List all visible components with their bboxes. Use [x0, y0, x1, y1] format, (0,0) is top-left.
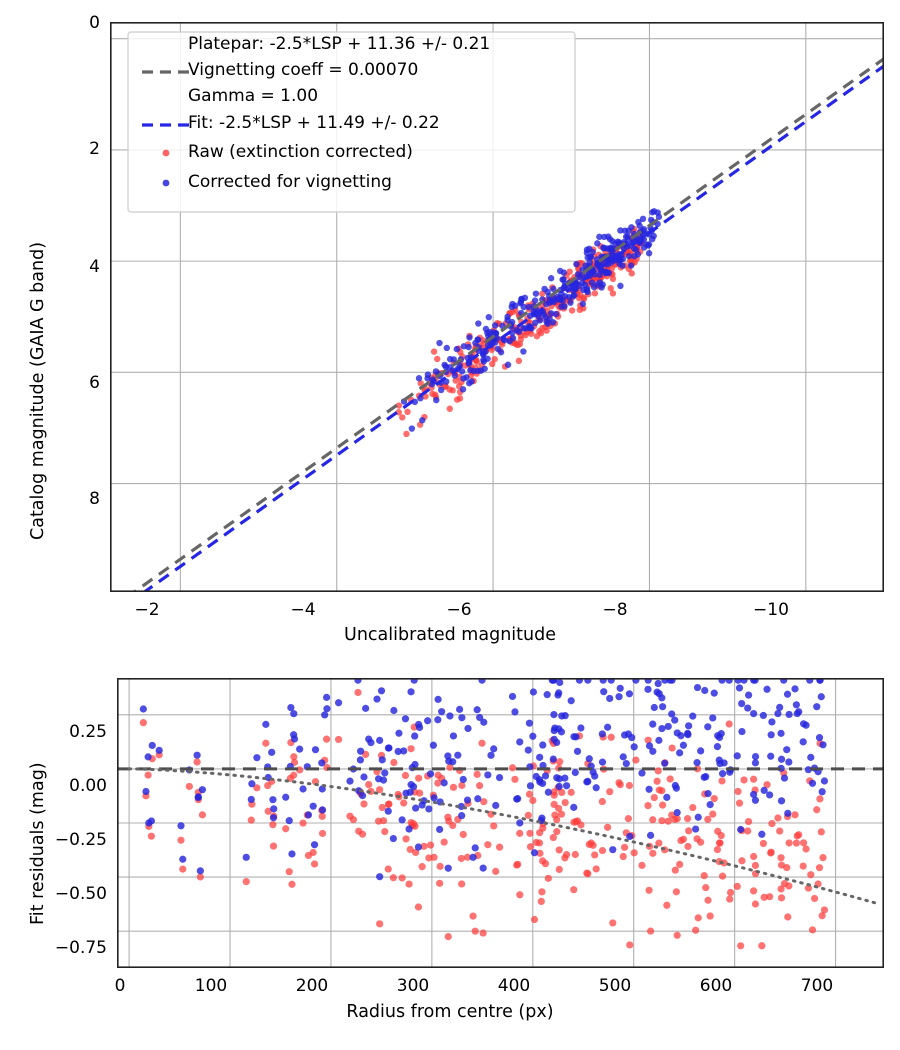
top-xaxis-label: Uncalibrated magnitude: [344, 625, 556, 645]
bot-ytick-025: 0.25: [69, 722, 107, 742]
bottom-plot-canvas: [117, 678, 884, 968]
legend-fit-label: Fit: -2.5*LSP + 11.49 +/- 0.22: [188, 113, 440, 133]
bot-ytick-m075: −0.75: [54, 938, 107, 958]
bot-xtick-200: 200: [295, 976, 329, 996]
top-ytick-6: 6: [89, 373, 100, 393]
bottom-xaxis-label: Radius from centre (px): [346, 1002, 554, 1022]
bot-ytick-m050: −0.50: [54, 884, 107, 904]
bot-ytick-000: 0.00: [69, 776, 107, 796]
fit-residuals-plot: [117, 678, 884, 968]
top-xtick-m10: −10: [753, 600, 789, 620]
legend-raw-label: Raw (extinction corrected): [188, 142, 413, 162]
bot-xtick-700: 700: [800, 976, 834, 996]
bot-xtick-500: 500: [598, 976, 632, 996]
top-yaxis-label: Catalog magnitude (GAIA G band): [28, 241, 48, 540]
legend-corrected-label: Corrected for vignetting: [188, 172, 392, 192]
top-ytick-4: 4: [89, 257, 100, 277]
top-ytick-0: 0: [89, 13, 100, 33]
bot-xtick-400: 400: [497, 976, 531, 996]
bottom-yaxis-label: Fit residuals (mag): [28, 762, 48, 925]
bot-xtick-0: 0: [114, 976, 126, 996]
top-xtick-m6: −6: [446, 600, 472, 620]
bot-xtick-100: 100: [194, 976, 228, 996]
legend-vignetting-label: Vignetting coeff = 0.00070: [188, 60, 419, 80]
bot-ytick-m025: −0.25: [54, 830, 107, 850]
legend-gamma-label: Gamma = 1.00: [188, 86, 319, 106]
top-xtick-m4: −4: [290, 600, 316, 620]
magnitude-calibration-plot: [110, 22, 884, 592]
top-xtick-m2: −2: [134, 600, 160, 620]
legend-platepar-label: Platepar: -2.5*LSP + 11.36 +/- 0.21: [188, 34, 491, 54]
bot-xtick-300: 300: [396, 976, 430, 996]
bot-xtick-600: 600: [699, 976, 733, 996]
top-xtick-m8: −8: [602, 600, 628, 620]
top-plot-canvas: [110, 22, 884, 592]
top-ytick-2: 2: [89, 139, 100, 159]
top-ytick-8: 8: [89, 489, 100, 509]
